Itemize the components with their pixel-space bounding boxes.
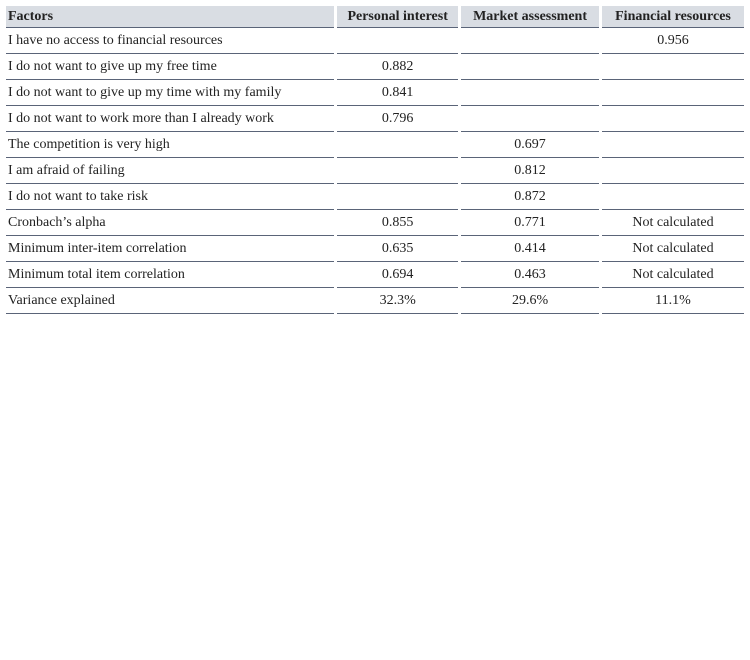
table-cell (602, 106, 744, 132)
table-cell: 0.956 (602, 28, 744, 54)
row-label: The competition is very high (6, 132, 335, 158)
table-cell: 0.635 (337, 236, 459, 262)
table-cell: 0.463 (461, 262, 600, 288)
table-row: Cronbach’s alpha 0.855 0.771 Not calculated (6, 210, 744, 236)
table-cell: 0.414 (461, 236, 600, 262)
table-cell: 11.1% (602, 288, 744, 314)
header-row: Factors Personal interest Market assessmen… (6, 6, 744, 28)
table-cell: 0.812 (461, 158, 600, 184)
table-header: Factors Personal interest Market assessmen… (6, 6, 744, 28)
factor-table: Factors Personal interest Market assessmen… (3, 6, 747, 314)
table-cell (337, 158, 459, 184)
table-cell (337, 184, 459, 210)
table-row: I do not want to give up my free time 0.8… (6, 54, 744, 80)
row-label: I do not want to work more than I alread… (6, 106, 335, 132)
table-cell: 0.855 (337, 210, 459, 236)
table-cell (337, 28, 459, 54)
table-cell: 0.841 (337, 80, 459, 106)
row-label: Cronbach’s alpha (6, 210, 335, 236)
table-cell (337, 132, 459, 158)
table-cell: 0.796 (337, 106, 459, 132)
table-cell: 29.6% (461, 288, 600, 314)
row-label: Minimum total item correlation (6, 262, 335, 288)
row-label: I do not want to give up my time with my… (6, 80, 335, 106)
table-cell (461, 80, 600, 106)
table-row: Minimum inter-item correlation 0.635 0.414… (6, 236, 744, 262)
row-label: I do not want to give up my free time (6, 54, 335, 80)
table-cell: Not calculated (602, 210, 744, 236)
table-cell: Not calculated (602, 236, 744, 262)
table-cell (461, 106, 600, 132)
table-cell: 0.694 (337, 262, 459, 288)
column-header: Personal interest (337, 6, 459, 28)
row-label: I have no access to financial resources (6, 28, 335, 54)
table-row: I do not want to take risk 0.872 (6, 184, 744, 210)
table-row: Minimum total item correlation 0.694 0.463… (6, 262, 744, 288)
table-cell: Not calculated (602, 262, 744, 288)
table-cell (461, 54, 600, 80)
table-cell (602, 158, 744, 184)
table-row: I do not want to give up my time with my… (6, 80, 744, 106)
column-header: Financial resources (602, 6, 744, 28)
row-label: I do not want to take risk (6, 184, 335, 210)
table-cell: 32.3% (337, 288, 459, 314)
table-body: I have no access to financial resources 0… (6, 28, 744, 314)
table-cell: 0.872 (461, 184, 600, 210)
table-cell: 0.771 (461, 210, 600, 236)
table-row: The competition is very high 0.697 (6, 132, 744, 158)
row-label: Minimum inter-item correlation (6, 236, 335, 262)
row-label: I am afraid of failing (6, 158, 335, 184)
column-header: Market assessment (461, 6, 600, 28)
table-cell (602, 132, 744, 158)
table-cell (461, 28, 600, 54)
column-header: Factors (6, 6, 335, 28)
table-cell (602, 54, 744, 80)
table-row: I do not want to work more than I alread… (6, 106, 744, 132)
table-cell (602, 184, 744, 210)
table-cell: 0.697 (461, 132, 600, 158)
table-row: Variance explained 32.3% 29.6% 11.1% (6, 288, 744, 314)
table-row: I have no access to financial resources 0… (6, 28, 744, 54)
table-cell (602, 80, 744, 106)
table-row: I am afraid of failing 0.812 (6, 158, 744, 184)
table-cell: 0.882 (337, 54, 459, 80)
row-label: Variance explained (6, 288, 335, 314)
